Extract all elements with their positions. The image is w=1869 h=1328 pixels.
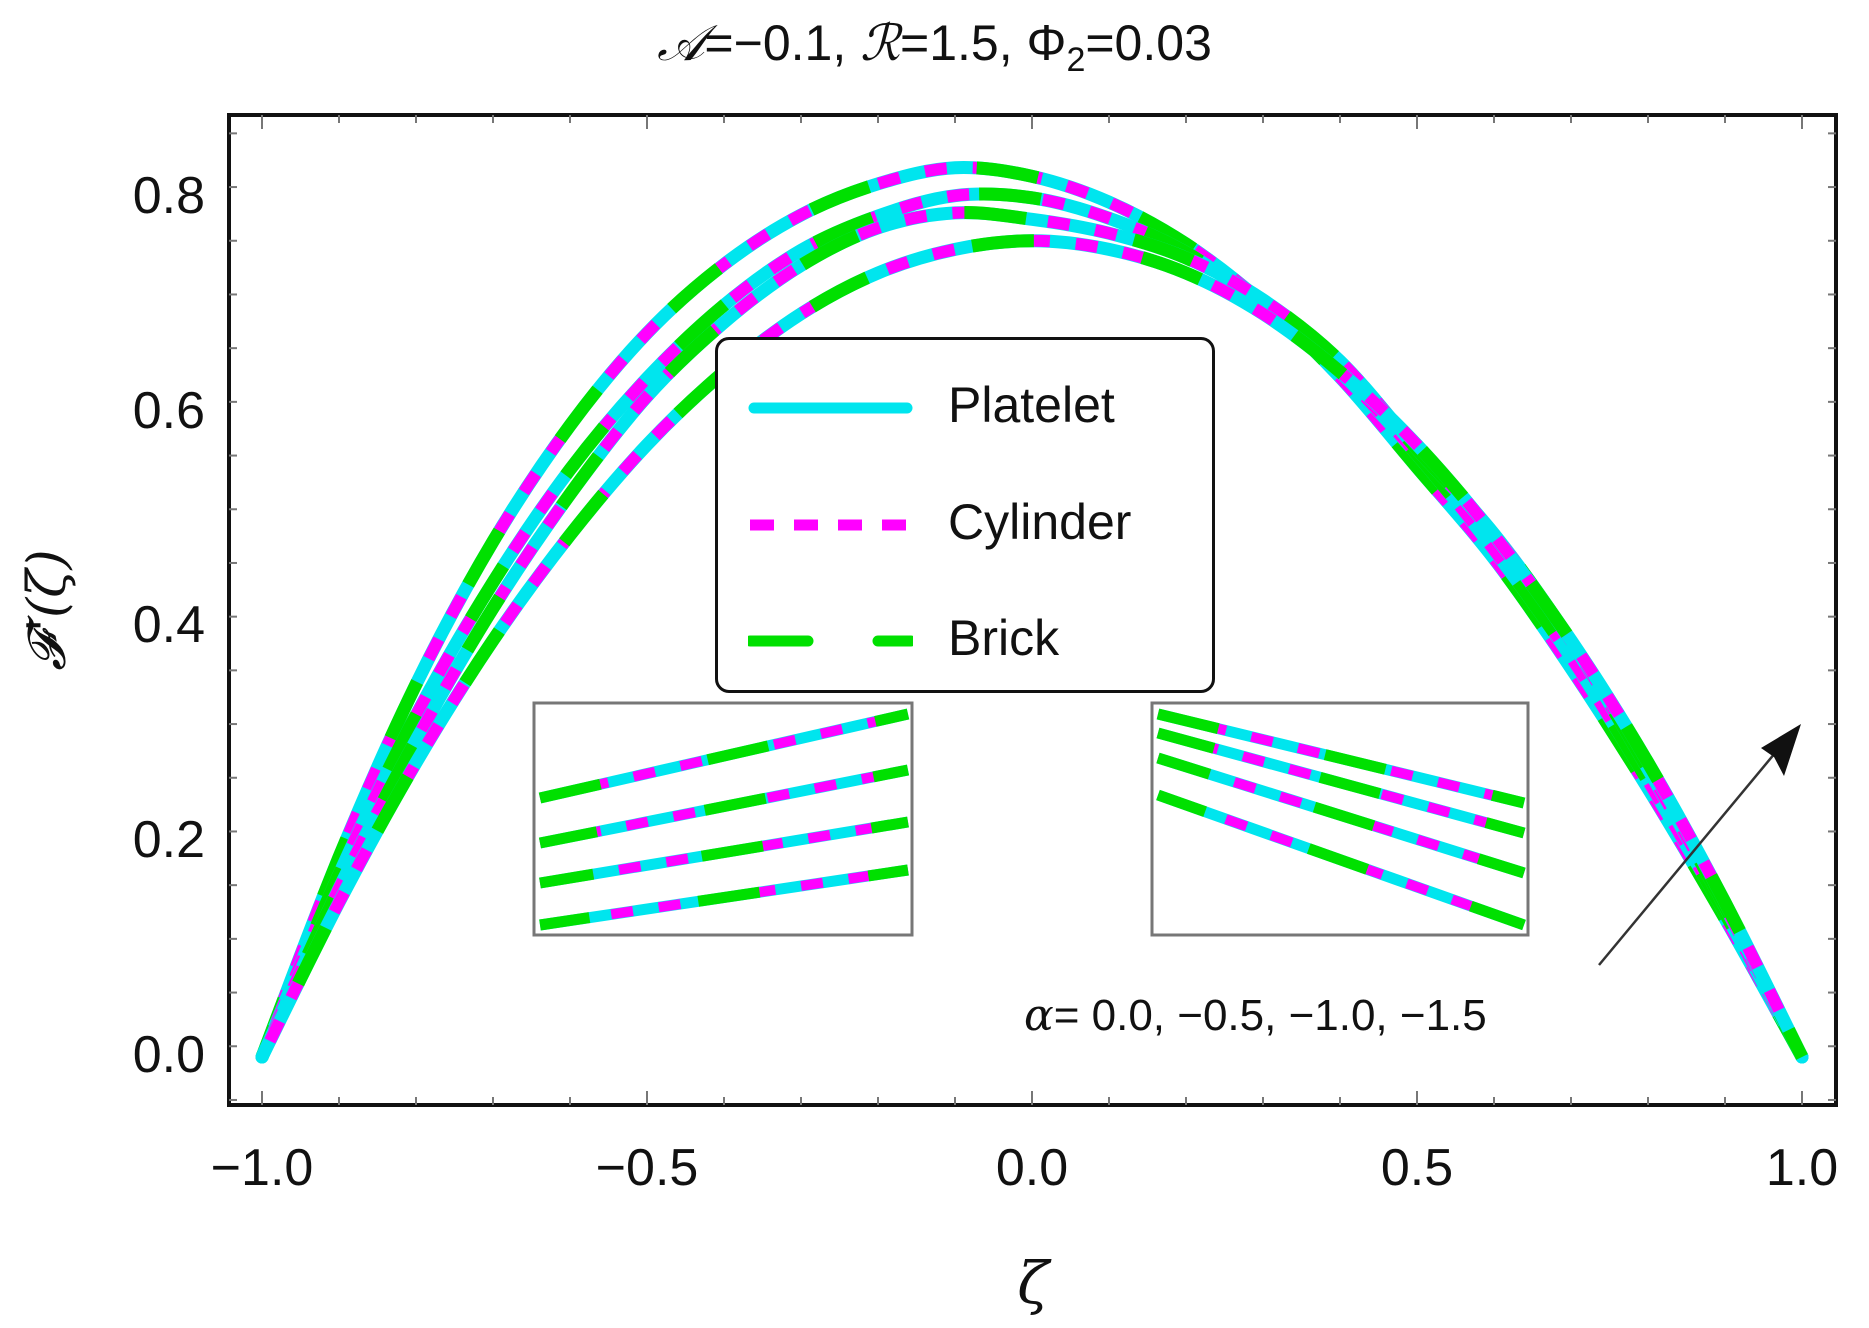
legend-label-platelet: Platelet [948, 377, 1115, 433]
legend-label-brick: Brick [948, 610, 1060, 666]
inset-line-brick [1156, 789, 1526, 931]
x-tick-label: −1.0 [210, 1139, 314, 1197]
title-value-A: =−0.1, [704, 15, 861, 71]
x-tick-label: 1.0 [1765, 1139, 1839, 1197]
inset-line-brick [1156, 752, 1526, 879]
inset-line-cylinder [538, 709, 910, 803]
chart-title: 𝒜=−0.1, ℛ=1.5, Φ2=0.03 [0, 14, 1869, 80]
alpha-annotation: α= 0.0, −0.5, −1.0, −1.5 [1024, 990, 1487, 1041]
y-tick-label: 0.6 [132, 381, 205, 440]
inset-line-cylinder [1156, 790, 1526, 930]
x-tick-label: −0.5 [595, 1139, 699, 1197]
inset-line-brick [538, 708, 910, 804]
title-symbol-phi: Φ [1026, 15, 1067, 71]
inset-line-brick [539, 864, 909, 931]
y-tick-label: 0.0 [132, 1026, 205, 1084]
x-tick-label: 0.0 [995, 1139, 1069, 1197]
axis-ticks [229, 115, 1836, 1105]
inset-line-brick [1156, 708, 1526, 809]
curve-brick [256, 206, 1808, 1060]
legend-item-cylinder: Cylinder [718, 485, 1212, 565]
alpha-values: = 0.0, −0.5, −1.0, −1.5 [1053, 991, 1487, 1040]
dotted-line-icon [750, 519, 911, 531]
title-symbol-A: 𝒜 [657, 14, 705, 72]
legend-item-platelet: Platelet [718, 368, 1212, 448]
title-subscript: 2 [1066, 41, 1086, 79]
inset-line-cylinder [1156, 709, 1526, 808]
inset-line-brick [539, 816, 909, 889]
inset-line-brick [538, 764, 910, 849]
curve-brick [256, 234, 1808, 1060]
legend-item-brick: Brick [718, 601, 1212, 681]
y-tick-label: 0.8 [132, 166, 205, 225]
dashed-line-icon [748, 635, 913, 647]
arrow-shaft [1598, 734, 1791, 966]
title-symbol-R: ℛ [860, 14, 901, 72]
arrow-head-icon [1761, 724, 1801, 776]
y-tick-label: 0.2 [132, 811, 205, 870]
inset-line-brick [1156, 727, 1526, 839]
y-axis-label: 𝓕'(ζ) [17, 549, 78, 671]
title-value-phi: =0.03 [1085, 15, 1212, 71]
legend: Platelet Cylinder Brick [715, 337, 1215, 693]
title-value-R: =1.5, [900, 15, 1027, 71]
x-tick-label: 0.5 [1380, 1139, 1454, 1197]
alpha-symbol: α [1024, 990, 1054, 1041]
y-tick-label: 0.4 [132, 596, 205, 655]
curves-group [255, 161, 1809, 1064]
solid-line-icon [748, 402, 913, 414]
insets-group [532, 701, 1530, 937]
alpha-arrow [1598, 724, 1801, 966]
curve-brick [255, 161, 1808, 1061]
legend-label-cylinder: Cylinder [948, 494, 1132, 550]
curve-brick [256, 187, 1808, 1061]
x-axis-label: ζ [1017, 1249, 1049, 1317]
